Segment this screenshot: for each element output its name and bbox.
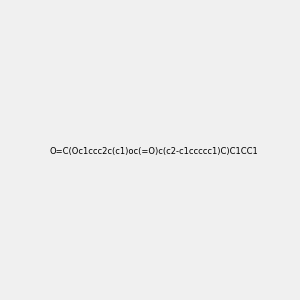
Text: O=C(Oc1ccc2c(c1)oc(=O)c(c2-c1ccccc1)C)C1CC1: O=C(Oc1ccc2c(c1)oc(=O)c(c2-c1ccccc1)C)C1… <box>50 147 258 156</box>
